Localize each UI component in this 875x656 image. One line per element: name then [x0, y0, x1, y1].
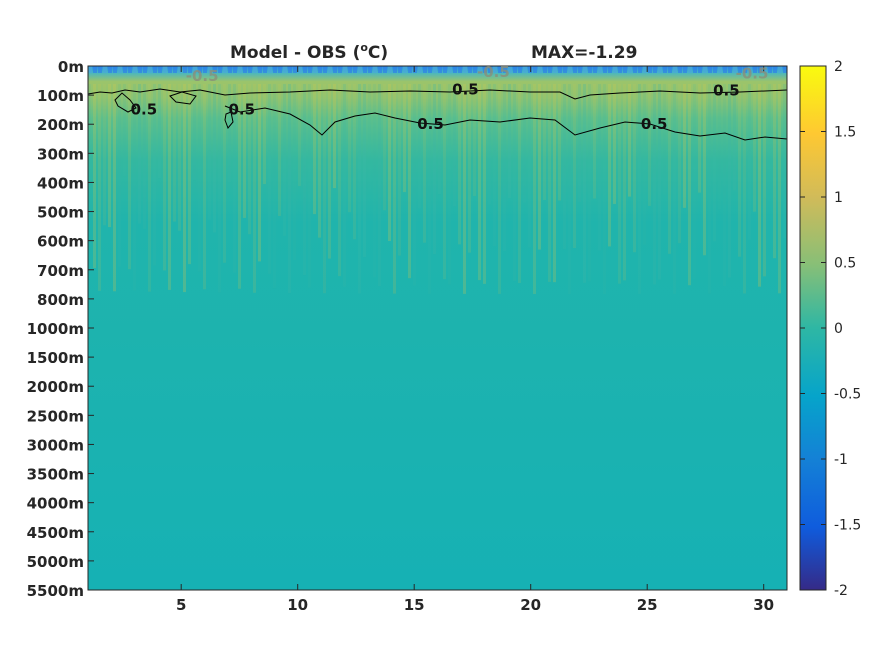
contour-shallow — [88, 88, 787, 100]
y-tick-label: 700m — [37, 262, 84, 280]
x-tick-label: 15 — [404, 596, 425, 614]
contour-label: -0.5 — [186, 67, 219, 85]
colorbar-ticks: 2 1.5 1 0.5 0 -0.5 -1 -1.5 -2 — [800, 59, 861, 599]
contour-label: 0.5 — [417, 115, 444, 133]
y-tick-label: 2500m — [27, 407, 84, 425]
y-tick-label: 0m — [58, 58, 84, 76]
y-tick-label: 4500m — [27, 524, 84, 542]
y-tick-label: 400m — [37, 174, 84, 192]
x-tick-label: 25 — [637, 596, 658, 614]
contour-labels: 0.5 0.50.50.5 0.50.5-0.5 -0.5 -0.5 — [131, 63, 769, 133]
heatmap-field — [88, 66, 787, 590]
y-tick-label: 1000m — [27, 320, 84, 338]
x-axis: 5 10 15 20 25 30 — [176, 66, 774, 614]
max-label: MAX=-1.29 — [531, 43, 637, 63]
y-axis: 0m 100m 200m 300m 400m 500m 600m 700m 800m 1000m 1… — [27, 58, 94, 600]
y-tick-label: 5000m — [27, 553, 84, 571]
x-tick-label: 20 — [520, 596, 541, 614]
y-tick-label: 2000m — [27, 378, 84, 396]
contour-label: 0.5 — [713, 82, 740, 100]
chart-title: Model - OBS (oC) — [230, 41, 388, 63]
y-tick-label: 4000m — [27, 495, 84, 513]
y-tick-label: 600m — [37, 233, 84, 251]
y-tick-label: 3000m — [27, 436, 84, 454]
contour-label: -0.5 — [477, 63, 510, 81]
contour-loop-left — [114, 91, 197, 113]
colorbar-tick-label: 1 — [834, 190, 843, 206]
contour-label: 0.5 — [228, 101, 255, 119]
colorbar-tick-label: -1 — [834, 452, 848, 468]
x-tick-label: 5 — [176, 596, 186, 614]
y-tick-label: 800m — [37, 291, 84, 309]
colorbar-tick-label: -1.5 — [834, 518, 861, 534]
y-tick-label: 5500m — [27, 582, 84, 600]
y-tick-label: 500m — [37, 204, 84, 222]
colorbar-tick-label: -0.5 — [834, 387, 861, 403]
y-tick-label: 200m — [37, 116, 84, 134]
colorbar-tick-label: 0.5 — [834, 256, 856, 272]
contour-label: 0.5 — [131, 101, 158, 119]
contour-loop-small — [224, 111, 234, 129]
colorbar-tick-label: 0 — [834, 321, 843, 337]
x-tick-label: 10 — [287, 596, 308, 614]
y-tick-label: 3500m — [27, 466, 84, 484]
colorbar-tick-label: 2 — [834, 59, 843, 75]
y-tick-label: 300m — [37, 145, 84, 163]
y-tick-label: 100m — [37, 87, 84, 105]
contour-label: 0.5 — [641, 115, 668, 133]
x-tick-label: 30 — [753, 596, 774, 614]
contour-deep — [224, 105, 787, 141]
contour-label: 0.5 — [452, 80, 479, 98]
y-tick-label: 1500m — [27, 349, 84, 367]
colorbar-tick-label: 1.5 — [834, 125, 856, 141]
colorbar-tick-label: -2 — [834, 583, 848, 599]
contour-label: -0.5 — [736, 64, 769, 82]
